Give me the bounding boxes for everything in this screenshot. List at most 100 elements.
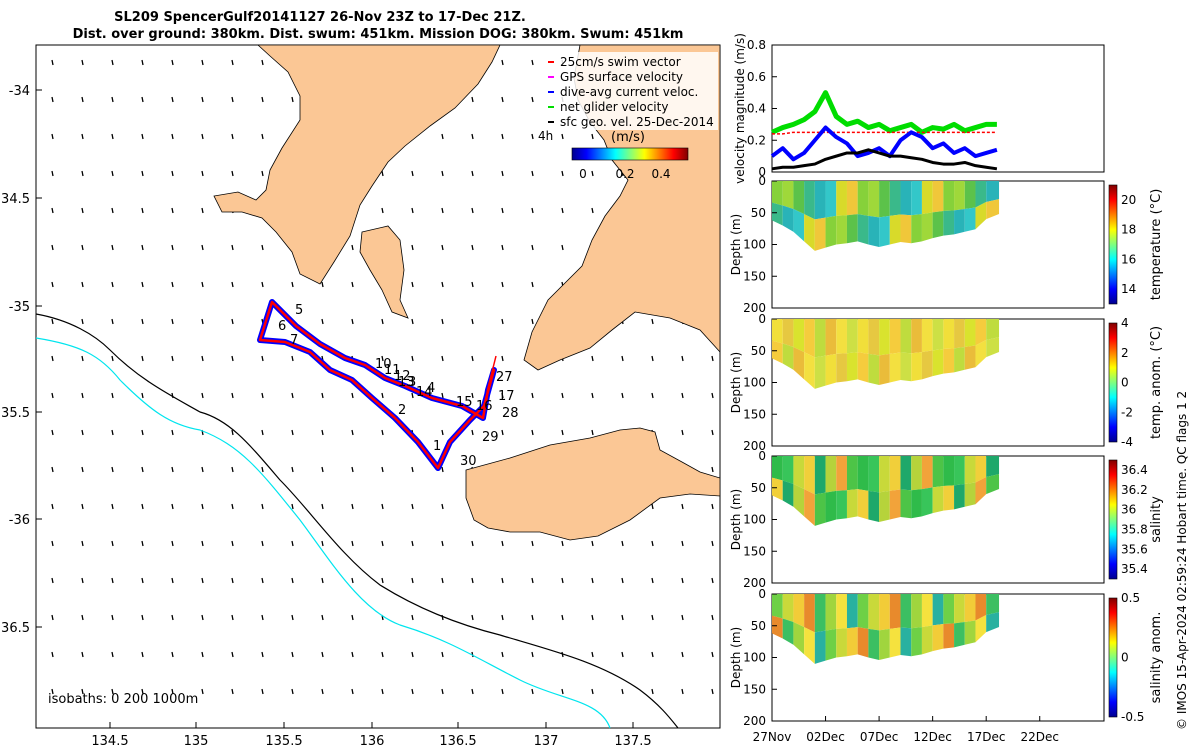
vector-arrow xyxy=(51,170,54,177)
section-cell xyxy=(868,215,880,248)
section-cell xyxy=(836,353,847,383)
vector-arrow xyxy=(441,281,444,288)
section-cell xyxy=(932,319,944,351)
vector-arrow xyxy=(201,318,204,325)
vector-arrow xyxy=(321,503,324,510)
vector-arrow xyxy=(561,429,564,436)
section-cell xyxy=(825,215,837,248)
section-cell xyxy=(954,208,965,235)
vector-arrow xyxy=(501,540,504,547)
vector-arrow xyxy=(321,577,324,584)
section-cell xyxy=(900,489,912,519)
depth-axis-label: Depth (m) xyxy=(729,489,743,550)
vector-arrow xyxy=(51,651,54,658)
section-cell xyxy=(964,456,976,484)
section-cell xyxy=(772,340,783,364)
section-cell xyxy=(911,352,922,382)
section-cell xyxy=(964,319,976,347)
section-cell xyxy=(986,594,1000,615)
vector-arrow xyxy=(531,170,534,177)
section-cell xyxy=(804,214,815,251)
vector-arrow xyxy=(261,244,264,251)
vector-arrow xyxy=(381,503,384,510)
vector-arrow xyxy=(651,503,654,510)
vector-arrow xyxy=(141,540,144,547)
section-cell xyxy=(868,628,880,661)
vector-arrow xyxy=(321,651,324,658)
depth-tick-label: 150 xyxy=(743,544,766,558)
vector-arrow xyxy=(171,281,174,288)
glider-track xyxy=(257,299,497,471)
colorbar-tick-label: 36.4 xyxy=(1121,463,1148,477)
vector-arrow xyxy=(591,133,594,140)
vector-arrow xyxy=(111,651,114,658)
section-cell xyxy=(921,350,933,380)
depth-tick-label: 50 xyxy=(751,619,766,633)
vector-arrow xyxy=(441,651,444,658)
vector-arrow xyxy=(291,614,294,621)
vector-arrow xyxy=(621,651,624,658)
vector-arrow xyxy=(201,466,204,473)
vector-arrow xyxy=(321,429,324,436)
vector-arrow xyxy=(81,540,84,547)
vector-arrow xyxy=(441,170,444,177)
vector-arrow xyxy=(261,96,264,103)
vector-arrow xyxy=(681,688,684,695)
vector-arrow xyxy=(591,577,594,584)
vector-arrow xyxy=(351,614,354,621)
vector-arrow xyxy=(681,614,684,621)
depth-tick-label: 100 xyxy=(743,651,766,665)
vector-arrow xyxy=(141,133,144,140)
section-cell xyxy=(825,181,837,218)
vector-arrow xyxy=(111,96,114,103)
time-tick-label: 22Dec xyxy=(1020,730,1059,744)
vector-arrow xyxy=(501,577,504,584)
vector-arrow xyxy=(321,281,324,288)
vector-arrow xyxy=(381,392,384,399)
vector-arrow xyxy=(411,355,414,362)
vector-arrow xyxy=(501,651,504,658)
vector-arrow xyxy=(81,577,84,584)
section-cell xyxy=(879,628,890,661)
section-cell xyxy=(793,621,805,655)
vector-arrow xyxy=(81,651,84,658)
vector-arrow xyxy=(471,318,474,325)
vector-arrow xyxy=(411,466,414,473)
section-cell xyxy=(879,456,890,493)
colorbar-tick-label: 20 xyxy=(1121,193,1136,207)
map-colorbar xyxy=(571,147,689,161)
section-cell xyxy=(921,212,933,242)
day-label: 10 xyxy=(375,357,392,372)
velocity-frame xyxy=(771,44,1105,173)
day-label: 17 xyxy=(498,389,515,404)
vector-arrow xyxy=(711,355,714,362)
vector-arrow xyxy=(561,244,564,251)
colorbar-tick: 0.2 xyxy=(615,167,634,181)
vector-arrow xyxy=(141,577,144,584)
section-cell xyxy=(986,319,1000,340)
vector-arrow xyxy=(411,281,414,288)
vector-arrow xyxy=(81,429,84,436)
vector-arrow xyxy=(531,392,534,399)
velocity-series-line xyxy=(770,90,997,135)
section-cell xyxy=(804,627,815,664)
section-cell xyxy=(814,492,826,526)
vector-arrow xyxy=(471,281,474,288)
vector-arrow xyxy=(81,688,84,695)
vector-arrow xyxy=(591,170,594,177)
section-cell xyxy=(825,319,837,356)
vector-arrow xyxy=(231,244,234,251)
depth-tick-label: 100 xyxy=(743,238,766,252)
vector-arrow xyxy=(51,466,54,473)
figure-title-line2: Dist. over ground: 380km. Dist. swum: 45… xyxy=(73,27,684,42)
velocity-ylabel: velocity magnitude (m/s) xyxy=(733,33,747,184)
vector-arrow xyxy=(81,614,84,621)
section-cell xyxy=(857,489,869,520)
vector-arrow xyxy=(261,170,264,177)
section-cell xyxy=(825,628,837,661)
section-cell xyxy=(954,181,965,211)
section-cell xyxy=(846,594,858,629)
section-cell xyxy=(836,181,847,216)
vector-arrow xyxy=(171,688,174,695)
